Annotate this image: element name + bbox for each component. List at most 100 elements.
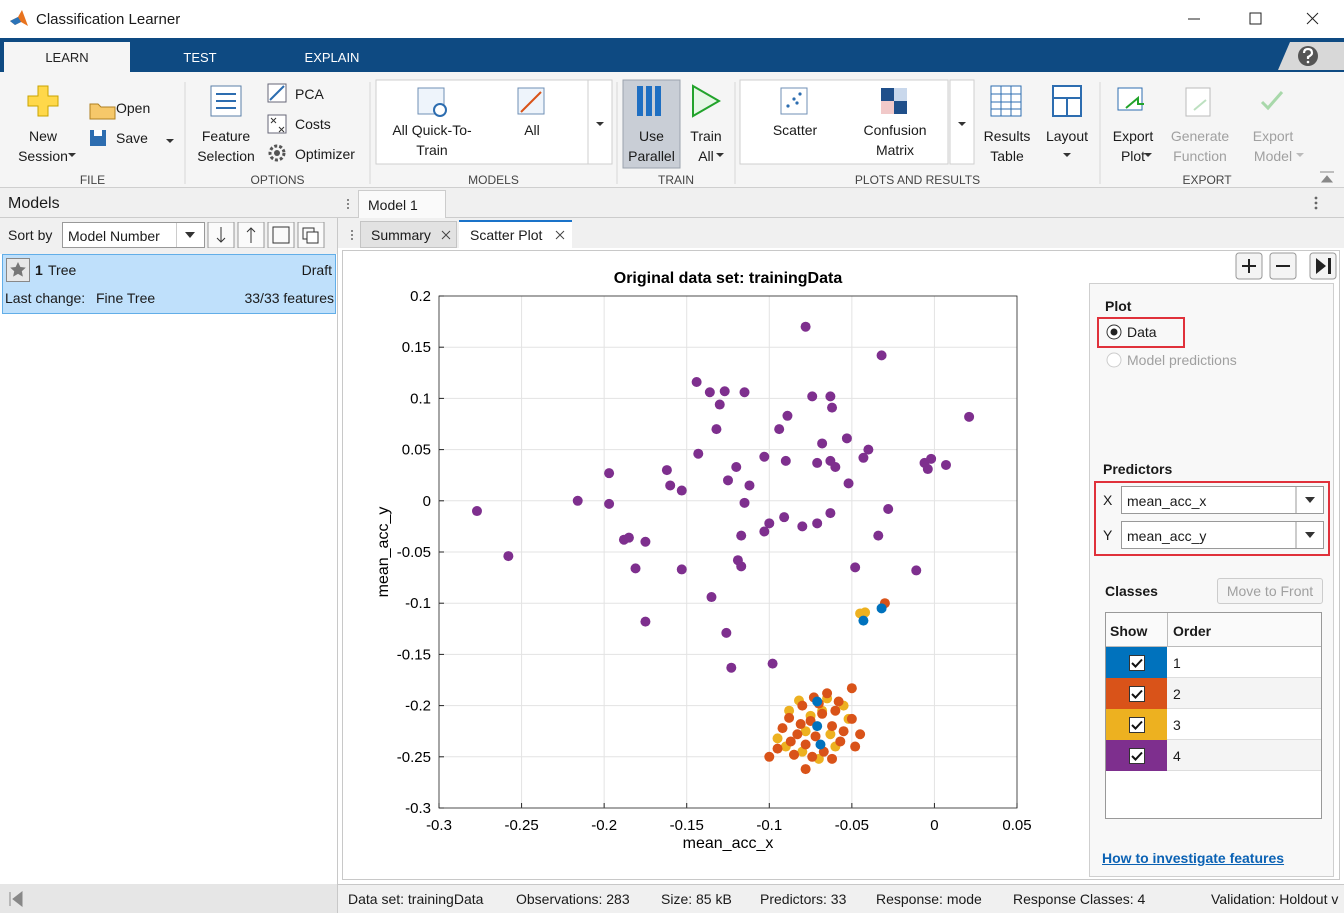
data-point xyxy=(785,736,796,747)
plot-tab-label[interactable]: Summary xyxy=(371,227,431,243)
data-point xyxy=(858,452,869,463)
group-label: FILE xyxy=(79,173,106,187)
highlight-box xyxy=(1097,317,1185,348)
y-predictor-label: Y xyxy=(1103,527,1113,543)
class-checkbox[interactable] xyxy=(1129,748,1145,764)
graphic xyxy=(184,82,1101,184)
data-point xyxy=(772,733,783,744)
radio-buttons[interactable] xyxy=(1105,323,1125,369)
new-session-button[interactable]: New Session xyxy=(18,128,68,164)
graphic xyxy=(786,104,790,108)
scatter-button[interactable]: Scatter xyxy=(772,122,818,138)
all-models-button[interactable]: All xyxy=(524,122,540,138)
pca-button[interactable]: PCA xyxy=(295,86,324,102)
export-plot-button[interactable]: Export Plot xyxy=(1112,128,1154,164)
open-button[interactable]: Open xyxy=(116,100,151,116)
data-point xyxy=(825,729,836,740)
active-tab[interactable] xyxy=(4,42,130,72)
last-change-label: Last change: xyxy=(5,290,86,306)
data-point xyxy=(736,530,747,541)
feature-selection-button[interactable]: Feature Selection xyxy=(197,128,255,164)
y-predictor-value[interactable]: mean_acc_y xyxy=(1127,528,1207,544)
status-item: Response: mode xyxy=(876,891,982,907)
plot-view-buttons[interactable] xyxy=(1234,252,1340,282)
train-all-button[interactable]: Train All xyxy=(690,128,722,164)
document-tab[interactable] xyxy=(358,190,446,218)
graphic xyxy=(267,114,287,134)
graphic xyxy=(1314,196,1318,200)
sort-field[interactable]: Model Number xyxy=(68,228,160,244)
x-predictor-value[interactable]: mean_acc_x xyxy=(1127,493,1207,509)
all-quick-button[interactable]: All Quick-To-Train xyxy=(392,122,472,158)
x-tick-label: -0.25 xyxy=(504,817,538,834)
data-point xyxy=(764,751,775,762)
graphic xyxy=(1129,748,1145,764)
data-point xyxy=(815,739,826,750)
results-table-button[interactable]: Results Table xyxy=(983,128,1031,164)
class-checkbox[interactable] xyxy=(1129,717,1145,733)
graphic xyxy=(1129,655,1145,671)
data-point xyxy=(800,739,811,750)
y-tick-label: -0.15 xyxy=(397,646,431,663)
class-checkbox[interactable] xyxy=(1129,686,1145,702)
graphic xyxy=(166,139,174,143)
y-tick-label: 0.15 xyxy=(402,339,431,356)
tab-label[interactable]: TEST xyxy=(183,50,217,65)
tab-label[interactable]: EXPLAIN xyxy=(304,50,360,65)
dropdown-arrows[interactable] xyxy=(1295,486,1325,550)
data-point xyxy=(817,708,828,719)
data-point xyxy=(572,495,583,506)
plot-tab-label[interactable]: Scatter Plot xyxy=(470,227,543,243)
data-point xyxy=(691,377,702,388)
class-order: 1 xyxy=(1173,655,1181,671)
graphic xyxy=(1320,171,1334,183)
layout-button[interactable]: Layout xyxy=(1045,128,1089,144)
favorite-star[interactable] xyxy=(6,258,30,282)
data-point xyxy=(759,526,770,537)
data-point xyxy=(876,603,887,614)
group-label: EXPORT xyxy=(1182,173,1232,187)
model-status: Draft xyxy=(301,262,332,278)
graphic xyxy=(637,86,643,116)
y-tick-label: 0.2 xyxy=(410,288,431,305)
costs-button[interactable]: Costs xyxy=(295,116,331,132)
save-button[interactable]: Save xyxy=(116,130,148,146)
scatter-tab[interactable] xyxy=(459,220,572,248)
graphic xyxy=(881,101,894,114)
graphic xyxy=(1296,153,1304,157)
graphic xyxy=(596,122,604,126)
data-point xyxy=(795,719,806,730)
status-item: Observations: 283 xyxy=(516,891,630,907)
table-header xyxy=(1106,613,1321,647)
data-point xyxy=(926,453,937,464)
document-tab-label[interactable]: Model 1 xyxy=(368,197,418,213)
collapse-panel-button[interactable] xyxy=(8,891,24,907)
help-button[interactable] xyxy=(1278,42,1344,70)
graphic xyxy=(1125,95,1144,109)
help-link[interactable]: How to investigate features xyxy=(1102,850,1285,866)
model-item[interactable] xyxy=(2,254,336,314)
class-order: 3 xyxy=(1173,717,1181,733)
data-option[interactable]: Data xyxy=(1127,324,1157,340)
class-checkbox[interactable] xyxy=(1129,655,1145,671)
confusion-matrix-button[interactable]: Confusion Matrix xyxy=(863,122,927,158)
optimizer-button[interactable]: Optimizer xyxy=(295,146,355,162)
graphic xyxy=(637,86,661,116)
tab-controls[interactable] xyxy=(340,190,1344,246)
last-change: Fine Tree xyxy=(96,290,156,306)
generate-function-button: Generate Function xyxy=(1170,128,1230,164)
graphic xyxy=(646,86,652,116)
data-point xyxy=(855,729,866,740)
data-point xyxy=(843,478,854,489)
y-predictor-dropdown[interactable] xyxy=(1121,521,1324,549)
summary-tab[interactable] xyxy=(360,221,457,248)
sort-buttons[interactable] xyxy=(176,222,338,248)
x-tick-label: -0.05 xyxy=(835,817,869,834)
title-bar xyxy=(0,0,1344,38)
sort-dropdown[interactable] xyxy=(62,222,205,248)
tab-label[interactable]: LEARN xyxy=(45,50,89,65)
graphic xyxy=(1305,497,1315,538)
x-predictor-dropdown[interactable] xyxy=(1121,486,1324,514)
window-controls[interactable] xyxy=(1180,8,1330,30)
use-parallel-button[interactable]: Use Parallel xyxy=(628,128,675,164)
